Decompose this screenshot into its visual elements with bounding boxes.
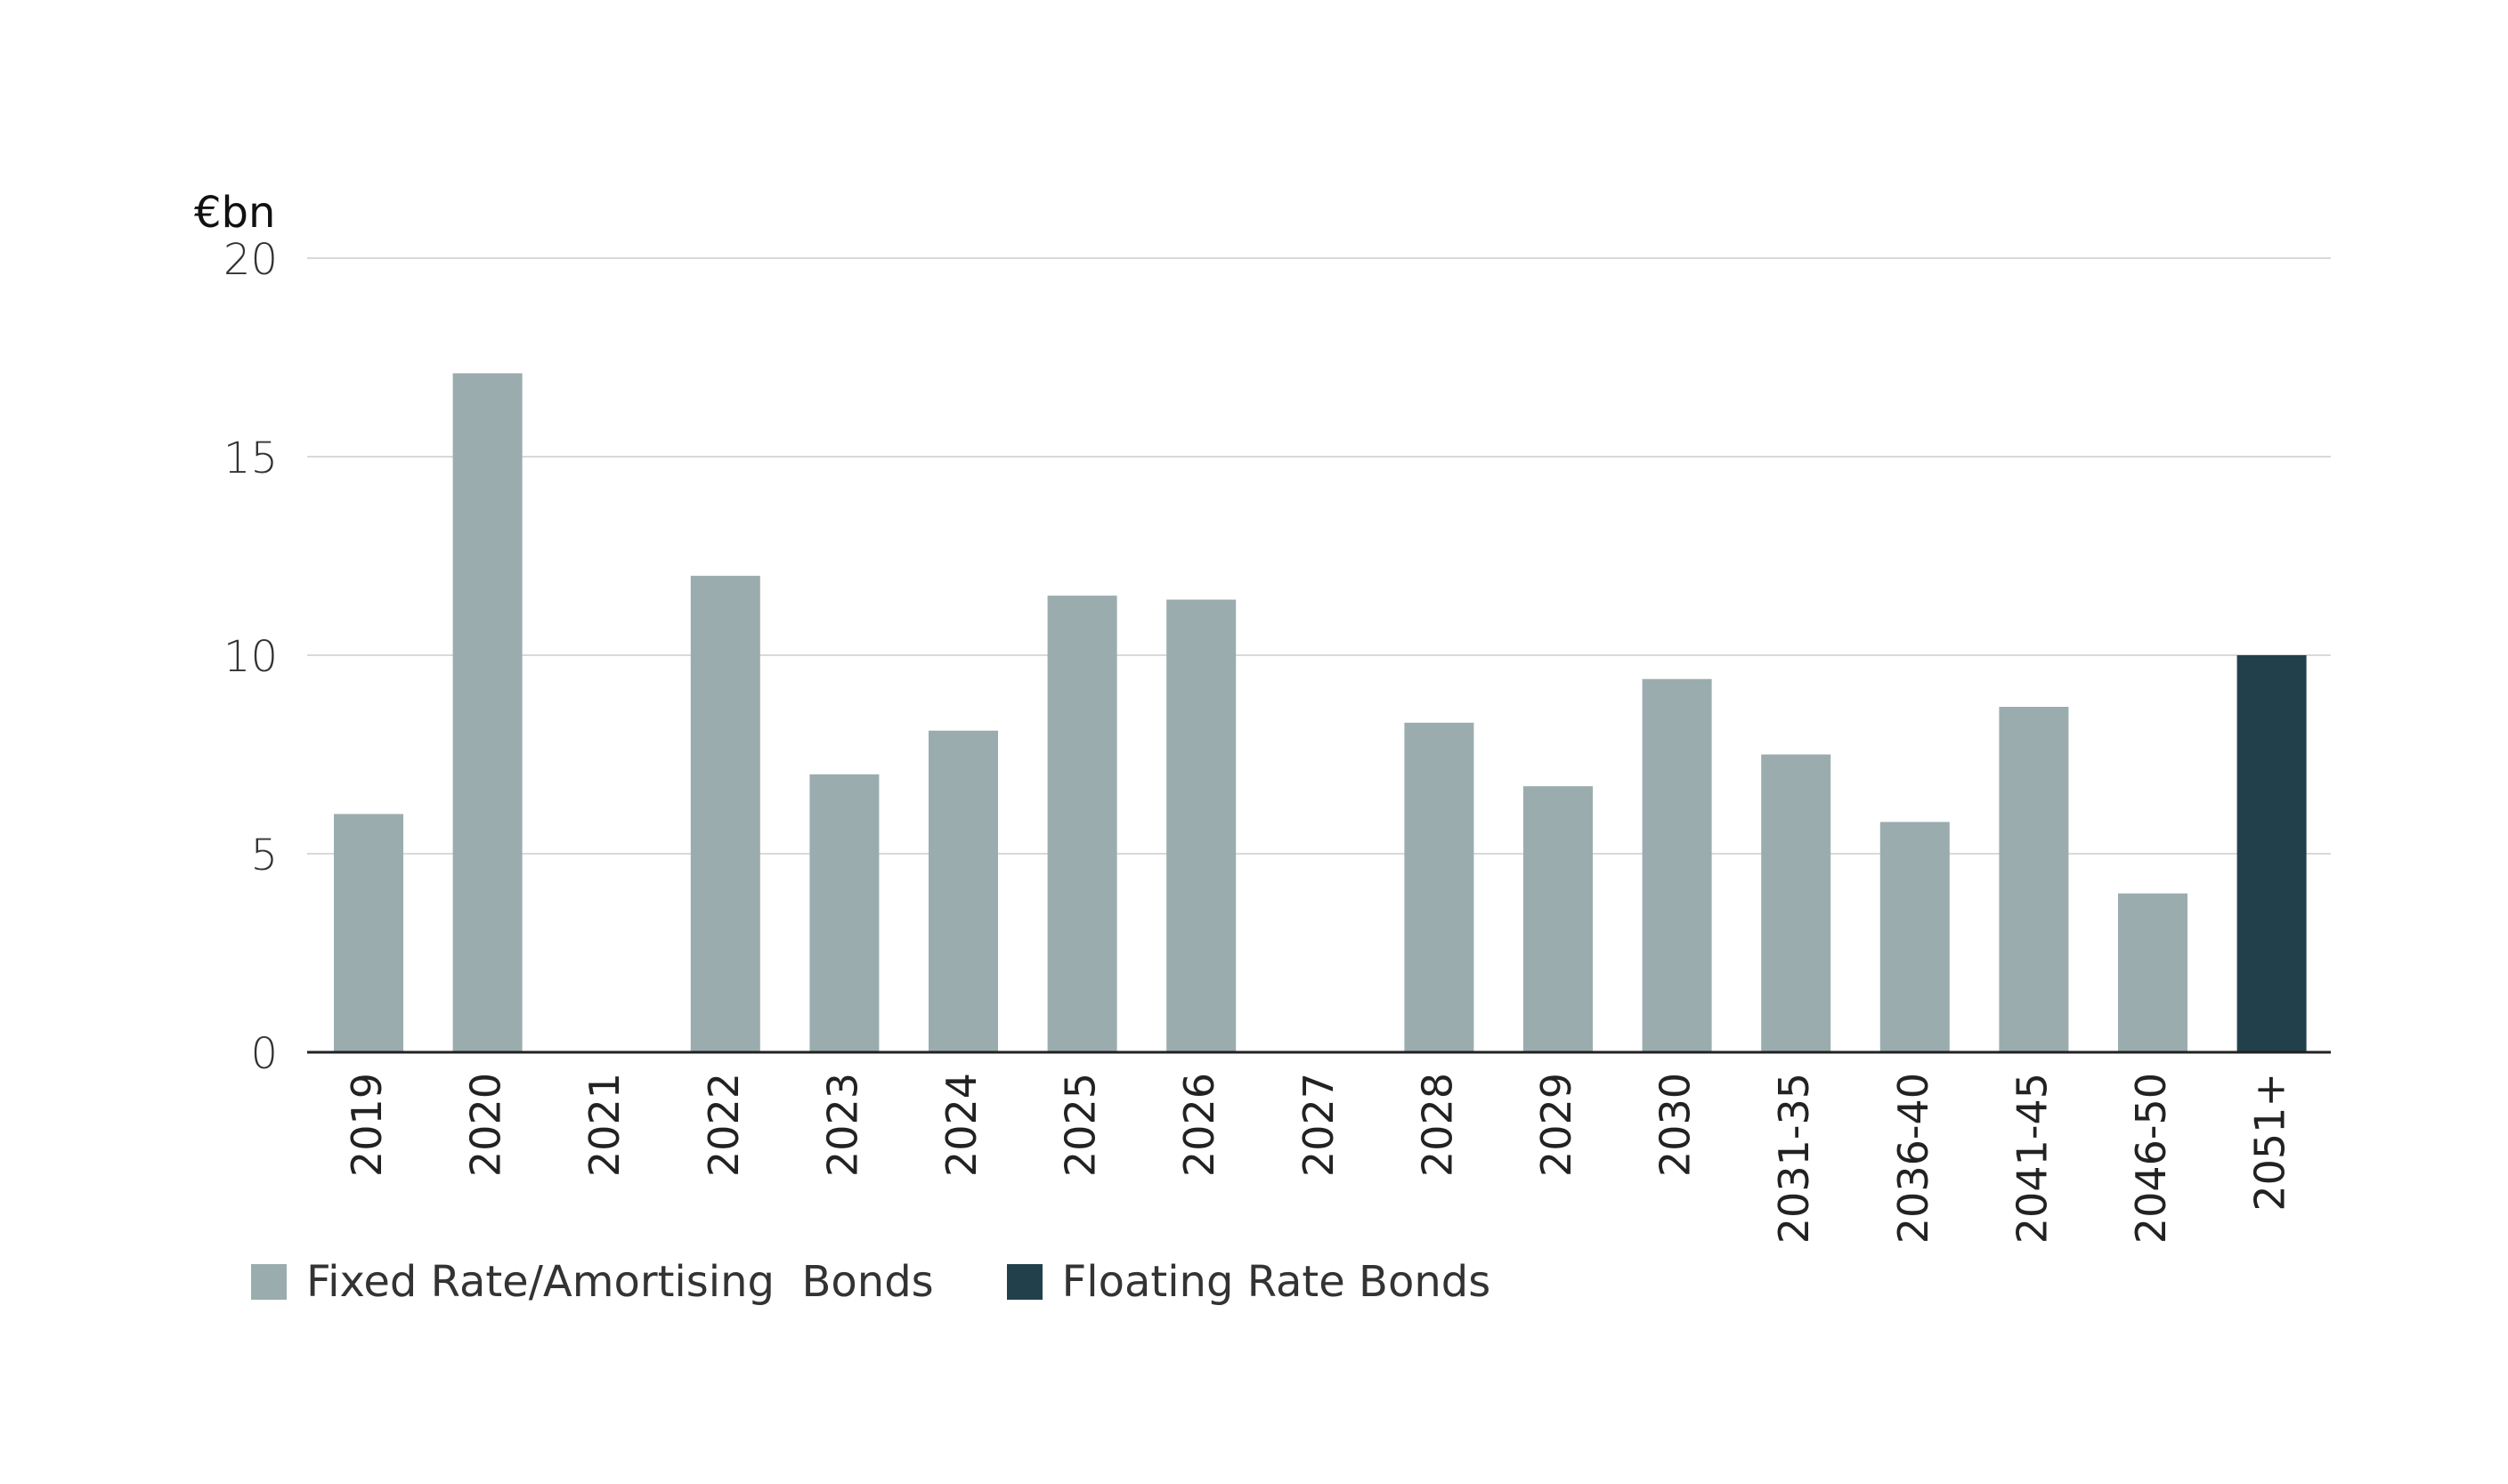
bar — [1999, 706, 2069, 1052]
bar — [2118, 893, 2187, 1052]
gridlines — [307, 257, 2331, 855]
bar — [1047, 596, 1117, 1052]
y-tick-label: 5 — [250, 831, 278, 880]
y-tick-label: 0 — [250, 1029, 278, 1079]
x-tick-label: 2026 — [1175, 1073, 1223, 1177]
bar — [929, 730, 998, 1052]
bars — [334, 373, 2307, 1053]
x-tick-label: 2028 — [1413, 1073, 1461, 1177]
legend-label-floating: Floating Rate Bonds — [1061, 1257, 1491, 1307]
bar — [1404, 722, 1474, 1052]
y-tick-label: 10 — [223, 632, 278, 682]
x-axis-ticks: 2019 2020 2021 2022 2023 2024 2025 2026 2027 2028… — [343, 1073, 2294, 1244]
x-tick-label: 2021 — [580, 1073, 629, 1177]
bar — [1166, 599, 1237, 1052]
x-tick-label: 2019 — [343, 1073, 391, 1177]
bar — [1642, 678, 1712, 1052]
x-tick-label: 2027 — [1295, 1073, 1343, 1177]
x-tick-label: 2046-50 — [2127, 1073, 2175, 1244]
y-tick-label: 15 — [223, 434, 278, 483]
x-tick-label: 2030 — [1652, 1073, 1700, 1177]
bar — [1761, 754, 1831, 1052]
y-tick-label: 20 — [223, 235, 278, 285]
x-tick-label: 2023 — [818, 1073, 866, 1177]
bar — [2236, 655, 2307, 1052]
bar — [1879, 822, 1950, 1052]
bar — [809, 774, 880, 1052]
x-tick-label: 2022 — [700, 1073, 748, 1177]
legend-swatch-floating — [1006, 1264, 1043, 1300]
y-axis-unit-label: €bn — [194, 188, 275, 238]
legend-item-fixed: Fixed Rate/Amortising Bonds — [251, 1257, 934, 1307]
bar — [1523, 786, 1593, 1052]
x-tick-label: 2031-35 — [1770, 1073, 1818, 1244]
legend: Fixed Rate/Amortising Bonds Floating Rat… — [251, 1257, 1563, 1307]
x-tick-label: 2029 — [1532, 1073, 1580, 1177]
legend-label-fixed: Fixed Rate/Amortising Bonds — [306, 1257, 934, 1307]
x-tick-label: 2051+ — [2246, 1073, 2294, 1212]
x-tick-label: 2020 — [462, 1073, 510, 1177]
x-tick-label: 2041-45 — [2008, 1073, 2056, 1244]
x-tick-label: 2036-40 — [1889, 1073, 1937, 1244]
bar — [334, 814, 403, 1052]
y-axis-ticks: 0 5 10 15 20 — [223, 235, 278, 1079]
bar — [690, 575, 760, 1052]
legend-item-floating: Floating Rate Bonds — [1006, 1257, 1491, 1307]
legend-swatch-fixed — [251, 1264, 287, 1300]
x-tick-label: 2024 — [937, 1073, 986, 1177]
x-tick-label: 2025 — [1057, 1073, 1105, 1177]
bar — [452, 373, 523, 1053]
